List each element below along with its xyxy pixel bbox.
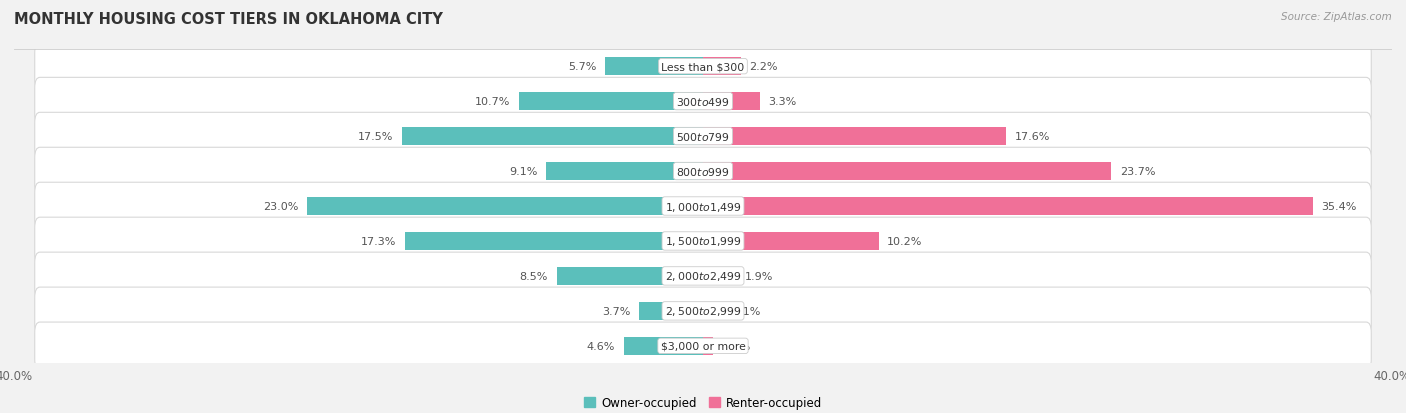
- Text: 10.2%: 10.2%: [887, 236, 922, 247]
- Text: 17.3%: 17.3%: [361, 236, 396, 247]
- Text: 23.0%: 23.0%: [263, 202, 298, 211]
- Text: $2,000 to $2,499: $2,000 to $2,499: [665, 270, 741, 283]
- Text: 2.2%: 2.2%: [749, 62, 778, 72]
- Text: 0.6%: 0.6%: [721, 341, 751, 351]
- Bar: [703, 337, 713, 355]
- FancyBboxPatch shape: [35, 43, 1371, 91]
- FancyBboxPatch shape: [35, 78, 1371, 126]
- FancyBboxPatch shape: [35, 287, 1371, 335]
- Text: 9.1%: 9.1%: [509, 166, 537, 177]
- Bar: [703, 58, 741, 76]
- Text: $1,000 to $1,499: $1,000 to $1,499: [665, 200, 741, 213]
- Text: Less than $300: Less than $300: [661, 62, 745, 72]
- Text: $800 to $999: $800 to $999: [676, 166, 730, 178]
- Bar: [703, 128, 1007, 146]
- Bar: [703, 197, 1313, 216]
- FancyBboxPatch shape: [35, 322, 1371, 370]
- Bar: [405, 232, 703, 250]
- Bar: [703, 232, 879, 250]
- Text: 8.5%: 8.5%: [520, 271, 548, 281]
- Text: 3.3%: 3.3%: [769, 97, 797, 107]
- Text: MONTHLY HOUSING COST TIERS IN OKLAHOMA CITY: MONTHLY HOUSING COST TIERS IN OKLAHOMA C…: [14, 12, 443, 27]
- Bar: [703, 267, 735, 285]
- FancyBboxPatch shape: [35, 148, 1371, 195]
- FancyBboxPatch shape: [35, 113, 1371, 161]
- Bar: [703, 302, 717, 320]
- Text: Source: ZipAtlas.com: Source: ZipAtlas.com: [1281, 12, 1392, 22]
- Text: $1,500 to $1,999: $1,500 to $1,999: [665, 235, 741, 248]
- Bar: [640, 302, 703, 320]
- FancyBboxPatch shape: [35, 183, 1371, 230]
- Text: 10.7%: 10.7%: [475, 97, 510, 107]
- Bar: [307, 197, 703, 216]
- FancyBboxPatch shape: [35, 218, 1371, 265]
- Legend: Owner-occupied, Renter-occupied: Owner-occupied, Renter-occupied: [579, 392, 827, 413]
- Bar: [547, 163, 703, 181]
- Text: 23.7%: 23.7%: [1119, 166, 1156, 177]
- Text: 3.7%: 3.7%: [602, 306, 631, 316]
- Bar: [703, 93, 759, 111]
- Text: $500 to $799: $500 to $799: [676, 131, 730, 143]
- Bar: [402, 128, 703, 146]
- Bar: [605, 58, 703, 76]
- Bar: [624, 337, 703, 355]
- Text: 17.5%: 17.5%: [357, 132, 392, 142]
- Text: 4.6%: 4.6%: [586, 341, 616, 351]
- Text: 35.4%: 35.4%: [1322, 202, 1357, 211]
- FancyBboxPatch shape: [35, 252, 1371, 300]
- Text: 17.6%: 17.6%: [1015, 132, 1050, 142]
- Bar: [557, 267, 703, 285]
- Text: 0.81%: 0.81%: [725, 306, 761, 316]
- Bar: [519, 93, 703, 111]
- Text: $300 to $499: $300 to $499: [676, 96, 730, 108]
- Text: 5.7%: 5.7%: [568, 62, 596, 72]
- Text: $2,500 to $2,999: $2,500 to $2,999: [665, 305, 741, 318]
- Text: 1.9%: 1.9%: [744, 271, 773, 281]
- Text: $3,000 or more: $3,000 or more: [661, 341, 745, 351]
- Bar: [703, 163, 1111, 181]
